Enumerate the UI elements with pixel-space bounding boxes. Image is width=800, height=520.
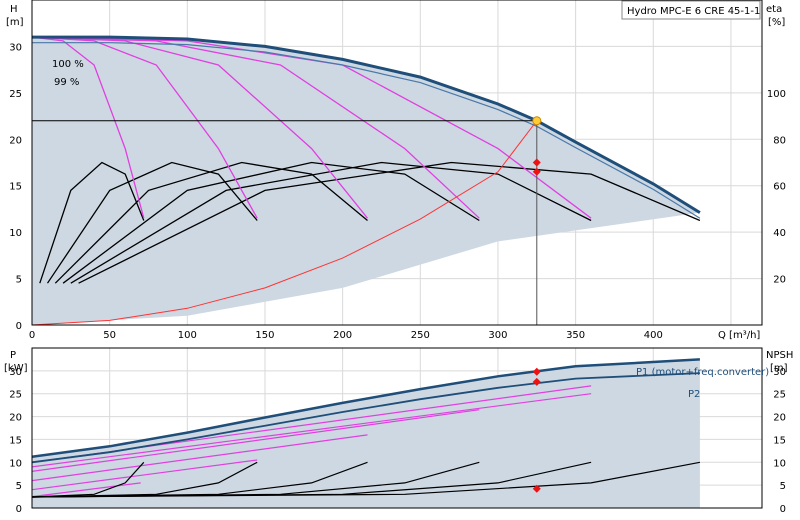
title-box xyxy=(621,0,761,20)
x-tick-label: 50 xyxy=(103,330,116,341)
legend-p1: P1 (motor+freq.converter) xyxy=(636,367,769,378)
npsh-tick-label: 30 xyxy=(773,367,786,378)
h-tick-label: 5 xyxy=(16,275,22,286)
npsh-tick-label: 10 xyxy=(773,458,786,469)
h-tick-label: 10 xyxy=(9,228,22,239)
h-tick-label: 30 xyxy=(9,42,22,53)
p-tick-label: 5 xyxy=(16,481,22,492)
power-curve-partial xyxy=(31,409,480,472)
bottom-plot-frame xyxy=(31,347,763,509)
efficiency-curve xyxy=(62,161,480,284)
x-tick-label: 0 xyxy=(29,330,35,341)
npsh-axis-label: NPSH xyxy=(766,350,793,361)
p2-curve xyxy=(31,372,700,464)
max-speed-curve xyxy=(32,35,701,214)
power-curve-partial xyxy=(31,482,141,498)
duty-point-marker xyxy=(532,116,542,126)
npsh-tick-label: 5 xyxy=(780,481,786,492)
p-tick-label: 20 xyxy=(9,413,22,424)
efficiency-curve xyxy=(70,161,592,284)
top-plot-frame xyxy=(31,0,763,326)
npsh-tick-label: 20 xyxy=(773,413,786,424)
p-tick-label: 25 xyxy=(9,390,22,401)
efficiency-curve xyxy=(39,161,145,284)
npsh-tick-label: 0 xyxy=(780,504,786,515)
eta-duty-marker xyxy=(532,167,541,176)
eta-tick-label: 60 xyxy=(773,182,786,193)
annotation-99: 99 % xyxy=(54,77,79,88)
npsh-curve xyxy=(31,461,701,498)
npsh-tick-label: 25 xyxy=(773,390,786,401)
x-tick-label: 350 xyxy=(566,330,585,341)
max-speed-curve-lower xyxy=(32,42,701,219)
power-npsh-chart: P [kW] NPSH [m] 0 5 10 15 20 25 30 0 5 10 15 20 25 30… xyxy=(4,347,793,515)
flow-axis-label: Q [m³/h] xyxy=(718,330,760,341)
eta-duty-marker xyxy=(532,158,541,167)
x-tick-label: 150 xyxy=(255,330,274,341)
power-duty-marker xyxy=(532,367,541,376)
npsh-curve xyxy=(31,461,145,498)
pump-curve-1 xyxy=(31,36,145,219)
annotation-100: 100 % xyxy=(52,59,84,70)
eta-axis-label: eta xyxy=(766,4,782,15)
bottom-curves xyxy=(31,358,701,498)
h-tick-label: 25 xyxy=(9,89,22,100)
eta-tick-label: 80 xyxy=(773,135,786,146)
bottom-tick-labels: 0 5 10 15 20 25 30 0 5 10 15 20 25 30 xyxy=(9,367,786,515)
x-tick-label: 100 xyxy=(178,330,197,341)
power-curve-partial xyxy=(31,434,368,482)
power-duty-marker xyxy=(532,484,541,493)
x-tick-label: 250 xyxy=(411,330,430,341)
power-duty-marker xyxy=(532,377,541,386)
operating-envelope xyxy=(32,37,700,325)
eta-tick-label: 20 xyxy=(773,275,786,286)
p1-curve xyxy=(31,358,700,459)
system-curve xyxy=(31,120,538,326)
eta-tick-label: 40 xyxy=(773,228,786,239)
legend-p2: P2 xyxy=(688,389,700,400)
p-tick-label: 0 xyxy=(16,504,22,515)
power-curve-partial xyxy=(31,459,258,491)
p-tick-label: 15 xyxy=(9,435,22,446)
top-curves xyxy=(31,35,701,326)
pump-curve-2 xyxy=(31,36,258,219)
eta-axis-unit: [%] xyxy=(768,17,785,28)
p-tick-label: 10 xyxy=(9,458,22,469)
x-tick-label: 300 xyxy=(488,330,507,341)
x-tick-label: 200 xyxy=(333,330,352,341)
head-axis-unit: [m] xyxy=(6,17,24,28)
efficiency-curve xyxy=(78,161,701,284)
eta-tick-label: 100 xyxy=(767,89,786,100)
npsh-tick-label: 15 xyxy=(773,435,786,446)
efficiency-curve xyxy=(54,161,368,284)
power-axis-unit: [kW] xyxy=(4,363,28,374)
top-tick-labels: 0 50 100 150 200 250 300 350 400 0 5 10 15 20 25 30 20 40… xyxy=(9,42,786,341)
p-tick-label: 30 xyxy=(9,367,22,378)
head-axis-label: H xyxy=(10,4,18,15)
h-tick-label: 20 xyxy=(9,135,22,146)
h-tick-label: 0 xyxy=(16,321,22,332)
npsh-axis-unit: [m] xyxy=(770,363,788,374)
chart-title: Hydro MPC-E 6 CRE 45-1-1 xyxy=(627,6,760,17)
power-curve-partial xyxy=(31,393,592,468)
power-axis-label: P xyxy=(10,350,16,361)
x-tick-label: 400 xyxy=(644,330,663,341)
h-tick-label: 15 xyxy=(9,182,22,193)
power-envelope xyxy=(32,359,700,508)
head-efficiency-chart: H [m] eta [%] 0 50 100 150 200 250 300 350 400 0 5… xyxy=(6,0,786,341)
